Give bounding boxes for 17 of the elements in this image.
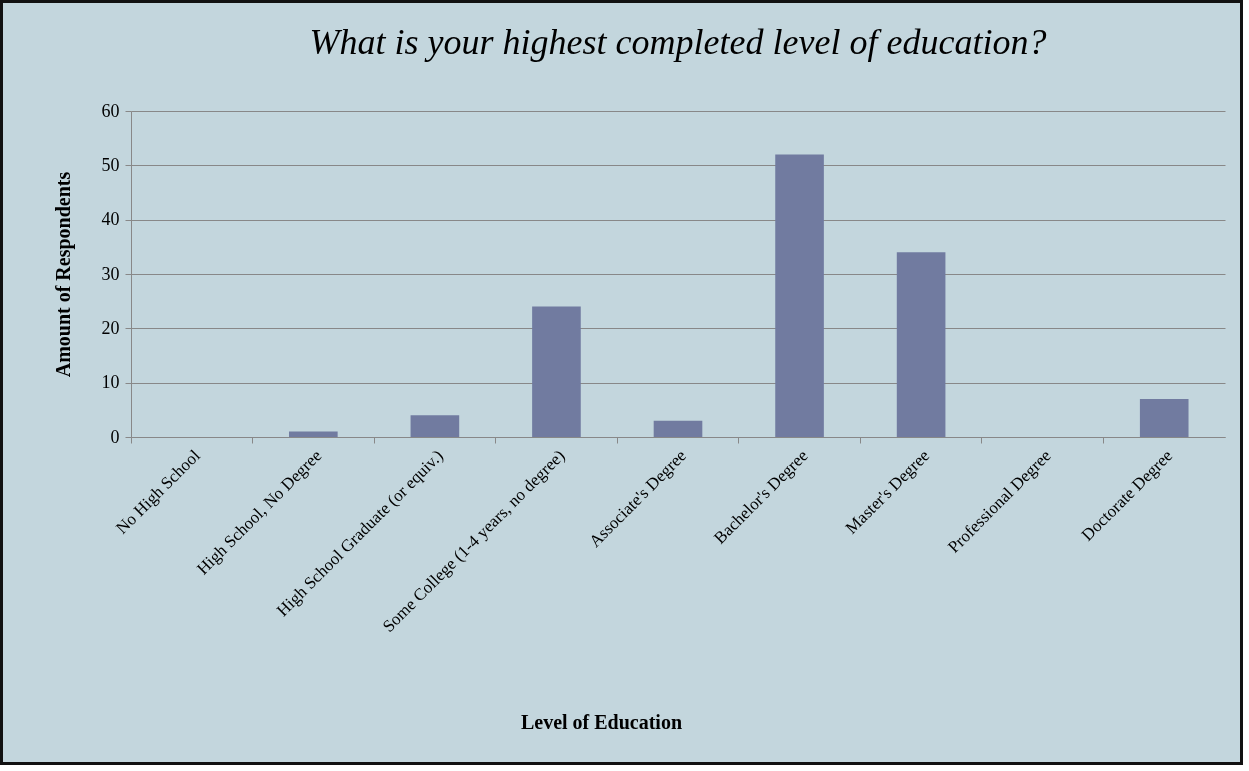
bar — [1139, 398, 1189, 437]
bar — [410, 415, 460, 437]
y-tick-label: 60 — [101, 100, 120, 121]
y-tick-label: 40 — [101, 209, 120, 230]
x-axis-title: Level of Education — [520, 710, 683, 733]
y-tick-label: 50 — [101, 154, 120, 175]
y-axis-title: Amount of Respondents — [51, 171, 75, 378]
y-tick-label: 20 — [101, 317, 120, 338]
bar — [532, 306, 581, 437]
bar — [896, 252, 946, 437]
y-tick-label: 0 — [110, 426, 120, 447]
chart-title: What is your highest completed level of education? — [309, 22, 1047, 62]
bar — [653, 420, 703, 437]
bar — [289, 431, 338, 437]
y-tick-label: 30 — [101, 263, 120, 284]
bar — [775, 154, 824, 437]
y-tick-label: 10 — [101, 372, 120, 393]
